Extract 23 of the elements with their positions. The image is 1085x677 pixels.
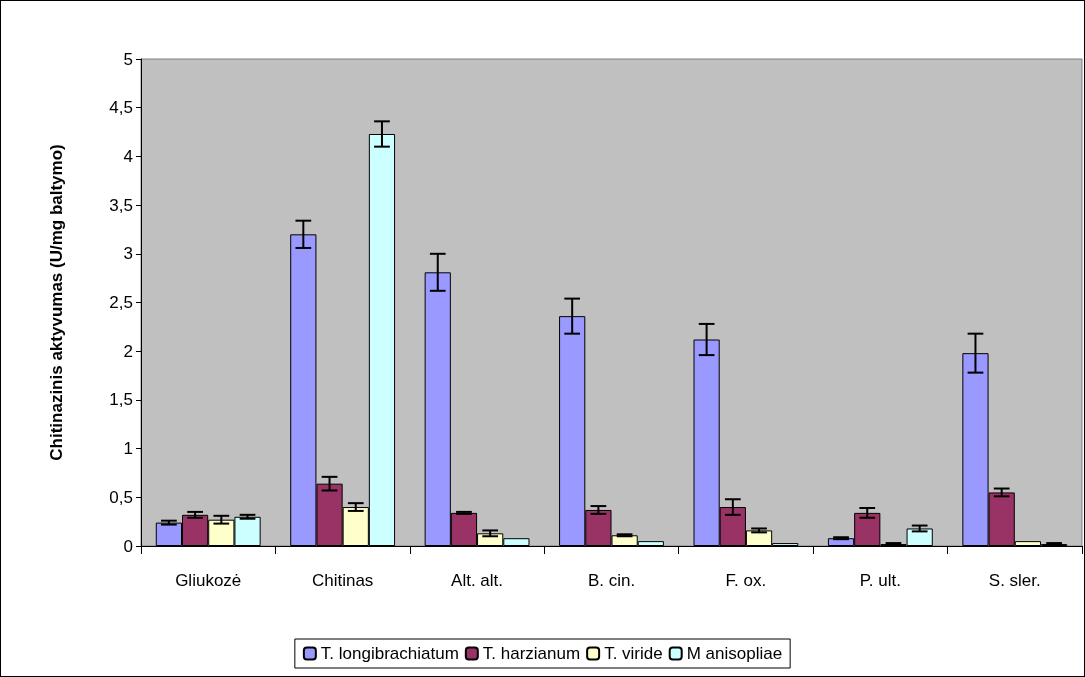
- y-tick-label: 0: [123, 536, 133, 556]
- x-tick-label: Alt. alt.: [451, 571, 504, 590]
- y-tick-label: 4,5: [109, 98, 133, 118]
- x-tick-label: S. sler.: [988, 571, 1041, 590]
- x-tick-label: Gliukozė: [175, 571, 242, 590]
- y-axis-title: Chitinazinis aktyvumas (U/mg baltymo): [47, 144, 66, 461]
- y-tick-label: 2: [123, 341, 133, 361]
- legend-label: T. viride: [604, 644, 663, 663]
- y-tick-label: 0,5: [109, 487, 133, 507]
- legend-label: T. longibrachiatum: [320, 644, 459, 663]
- y-tick-label: 5: [123, 49, 133, 69]
- y-tick-label: 2,5: [109, 293, 133, 312]
- x-tick-label: B. cin.: [587, 571, 636, 590]
- y-tick-label: 4: [123, 146, 133, 166]
- y-tick-label: 3: [123, 244, 133, 264]
- x-tick-label: F. ox.: [725, 571, 767, 590]
- y-tick-label: 1,5: [109, 390, 133, 410]
- x-tick-label: P. ult.: [859, 571, 901, 590]
- legend-label: T. harzianum: [482, 644, 581, 663]
- legend-label: M anisopliae: [686, 644, 783, 663]
- y-tick-label: 3,5: [109, 195, 133, 215]
- x-tick-label: Chitinas: [311, 571, 374, 590]
- y-tick-label: 1: [123, 439, 133, 459]
